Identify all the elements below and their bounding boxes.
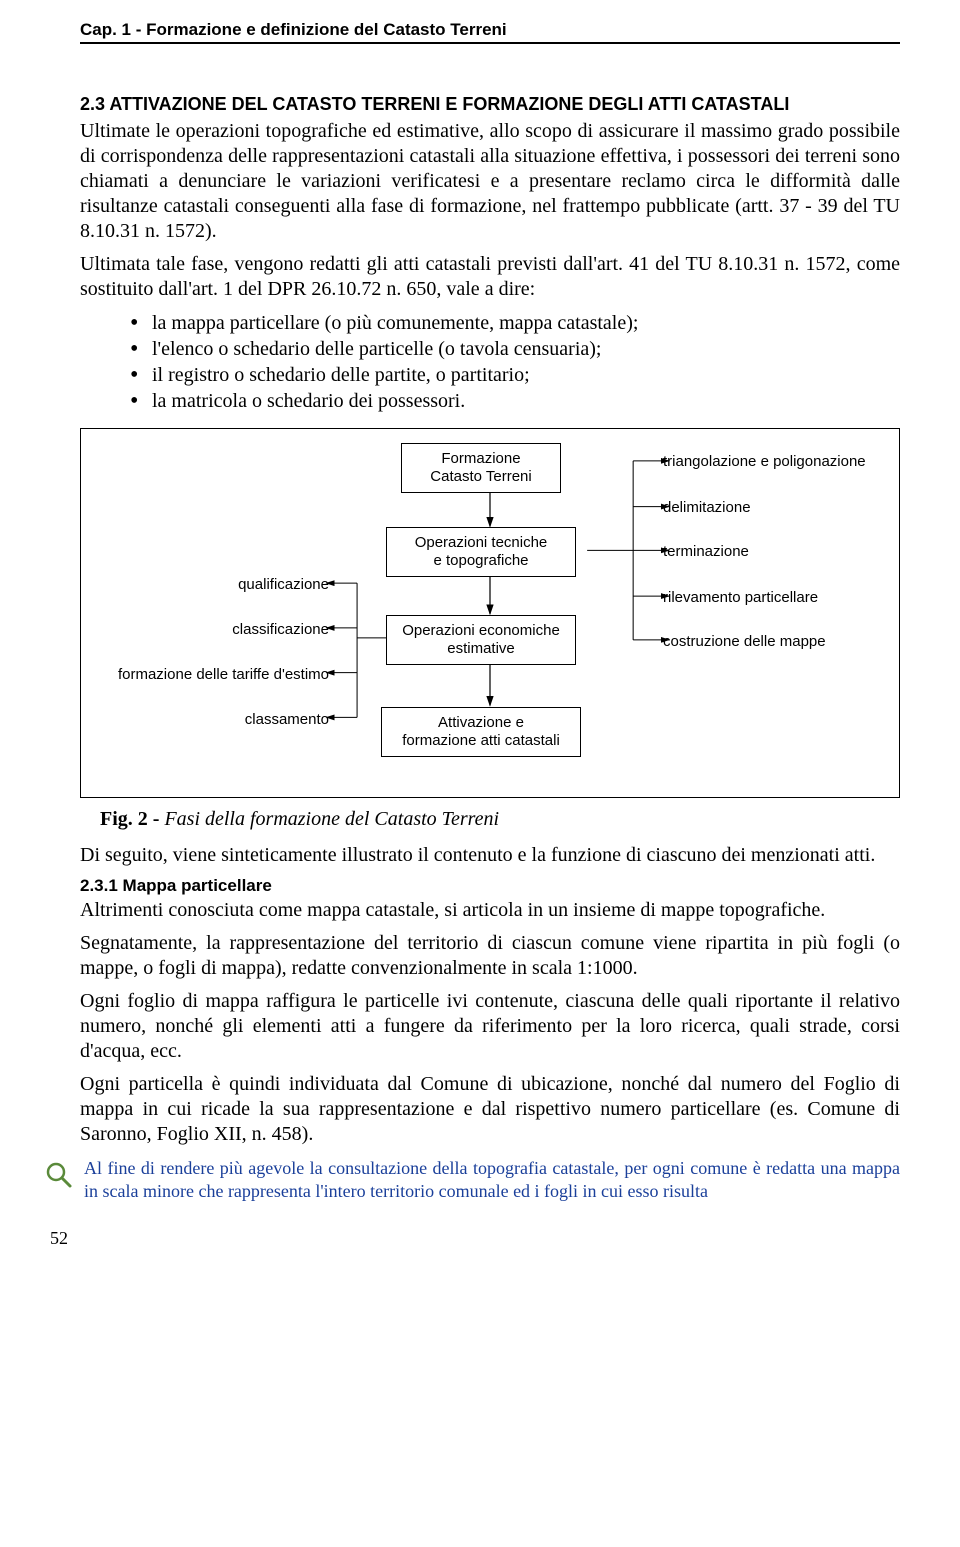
flow-label-qualificazione: qualificazione — [238, 576, 329, 593]
flow-box-label: FormazioneCatasto Terreni — [430, 450, 531, 486]
flow-label-costruzione: costruzione delle mappe — [663, 633, 826, 650]
flow-box-attivazione: Attivazione eformazione atti catastali — [381, 707, 581, 757]
magnifier-icon — [44, 1160, 74, 1190]
fig-caption-bold: Fig. 2 - — [100, 808, 164, 830]
flowchart: FormazioneCatasto Terreni Operazioni tec… — [80, 428, 900, 798]
paragraph: Ogni particella è quindi individuata dal… — [80, 1072, 900, 1147]
flow-label-rilevamento: rilevamento particellare — [663, 589, 818, 606]
paragraph: Di seguito, viene sinteticamente illustr… — [80, 843, 900, 868]
paragraph: Ultimate le operazioni topografiche ed e… — [80, 119, 900, 244]
fig-caption-italic: Fasi della formazione del Catasto Terren… — [164, 808, 499, 830]
figure-caption: Fig. 2 - Fasi della formazione del Catas… — [100, 808, 900, 831]
list-item: la mappa particellare (o più comunemente… — [130, 310, 900, 336]
paragraph: Altrimenti conosciuta come mappa catasta… — [80, 898, 900, 923]
flow-label-classamento: classamento — [245, 711, 329, 728]
paragraph: Ogni foglio di mappa raffigura le partic… — [80, 989, 900, 1064]
flow-label-terminazione: terminazione — [663, 543, 749, 560]
note-text: Al fine di rendere più agevole la consul… — [84, 1157, 900, 1202]
flow-box-label: Operazioni economicheestimative — [402, 622, 560, 658]
flow-label-triangolazione: triangolazione e poligonazione — [663, 453, 866, 470]
flow-box-operazioni-tecniche: Operazioni tecnichee topografiche — [386, 527, 576, 577]
page-number: 52 — [50, 1228, 900, 1249]
flow-label-delimitazione: delimitazione — [663, 499, 751, 516]
list-item: il registro o schedario delle partite, o… — [130, 362, 900, 388]
flow-box-label: Operazioni tecnichee topografiche — [415, 534, 548, 570]
list-item: l'elenco o schedario delle particelle (o… — [130, 336, 900, 362]
paragraph: Ultimata tale fase, vengono redatti gli … — [80, 252, 900, 302]
subsection-title: 2.3.1 Mappa particellare — [80, 876, 900, 896]
flow-label-tariffe: formazione delle tariffe d'estimo — [118, 666, 329, 683]
list-item: la matricola o schedario dei possessori. — [130, 388, 900, 414]
paragraph: Segnatamente, la rappresentazione del te… — [80, 931, 900, 981]
bullet-list: la mappa particellare (o più comunemente… — [130, 310, 900, 414]
page-header: Cap. 1 - Formazione e definizione del Ca… — [80, 20, 900, 44]
flow-box-operazioni-economiche: Operazioni economicheestimative — [386, 615, 576, 665]
flow-box-label: Attivazione eformazione atti catastali — [402, 714, 560, 750]
flow-label-classificazione: classificazione — [232, 621, 329, 638]
note: Al fine di rendere più agevole la consul… — [80, 1157, 900, 1202]
flow-box-formazione: FormazioneCatasto Terreni — [401, 443, 561, 493]
section-title: 2.3 ATTIVAZIONE DEL CATASTO TERRENI E FO… — [80, 94, 900, 115]
